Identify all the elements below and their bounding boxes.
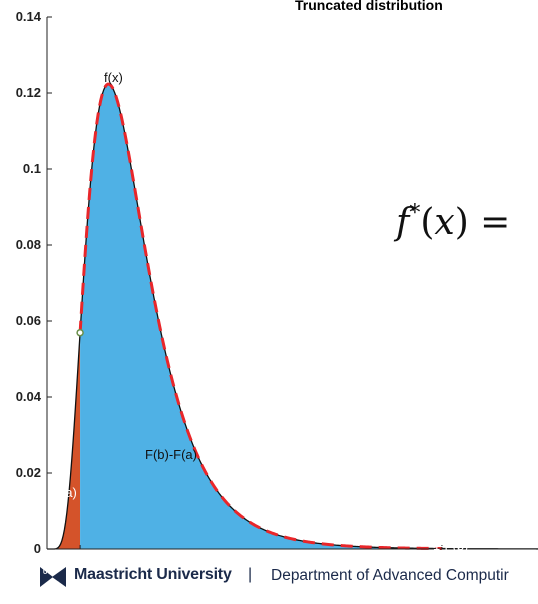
university-name: Maastricht University [74, 566, 232, 583]
region-label-middle: F(b)-F(a) [145, 447, 197, 462]
maastricht-logo-icon: U M [40, 567, 66, 588]
chart-canvas: 0 0.02 0.04 0.06 0.08 0.1 0.12 0.14 Truncated d… [16, 0, 538, 556]
formula: f*(x) = [393, 201, 510, 243]
region-label-fa: F(a) [53, 485, 77, 500]
axes [46, 17, 538, 550]
chart-title: Truncated distribution [295, 0, 443, 13]
y-tick-label: 0.1 [23, 161, 41, 176]
y-tick-label: 0 [34, 541, 41, 556]
region-label-tail: 1-F(b) [433, 538, 468, 553]
region-fa-area [47, 332, 81, 549]
footer: U M Maastricht University | Department o… [0, 558, 538, 604]
y-tick-label: 0.06 [16, 313, 41, 328]
y-tick-label: 0.12 [16, 85, 41, 100]
svg-text:M: M [54, 582, 59, 588]
truncated-pdf-curve [78, 82, 442, 551]
area-regions [47, 84, 538, 549]
y-tick-label: 0.14 [16, 9, 42, 24]
department-name: Department of Advanced Computir [271, 567, 509, 584]
truncation-point-marker [76, 328, 84, 337]
y-ticks: 0 0.02 0.04 0.06 0.08 0.1 0.12 0.14 [16, 9, 52, 556]
svg-text:U: U [43, 570, 47, 576]
y-tick-label: 0.02 [16, 465, 41, 480]
curve-label: f(x) [104, 70, 123, 85]
y-tick-label: 0.08 [16, 237, 41, 252]
y-tick-label: 0.04 [16, 389, 42, 404]
region-middle-area [80, 84, 442, 549]
footer-separator: | [248, 566, 253, 583]
